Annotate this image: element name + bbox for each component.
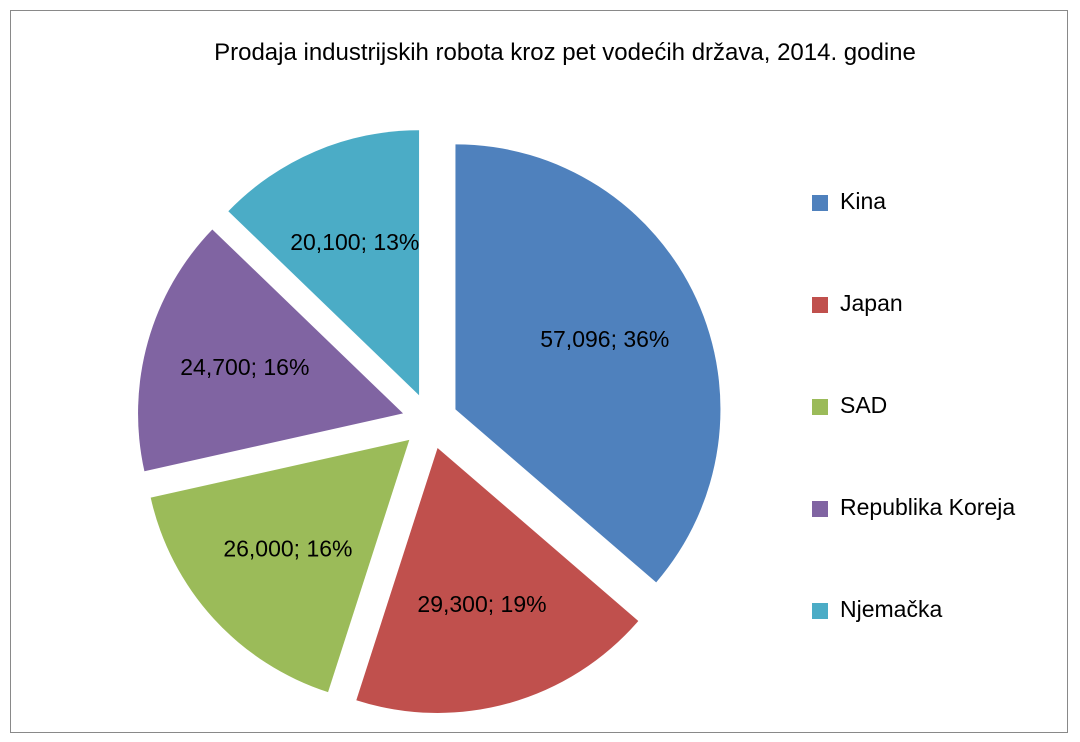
- legend-swatch: [812, 195, 828, 211]
- data-label: 24,700; 16%: [180, 354, 309, 380]
- legend-label: Republika Koreja: [840, 494, 1015, 520]
- data-label: 20,100; 13%: [290, 229, 419, 255]
- pie-slice: [138, 229, 404, 472]
- legend-swatch: [812, 399, 828, 415]
- data-label: 57,096; 36%: [540, 326, 669, 352]
- chart-frame: [10, 10, 1068, 733]
- pie-slice: [150, 439, 410, 693]
- data-label: 29,300; 19%: [417, 591, 546, 617]
- legend-swatch: [812, 603, 828, 619]
- pie-slice: [228, 130, 420, 396]
- legend-label: Kina: [840, 188, 886, 214]
- legend-label: SAD: [840, 392, 887, 418]
- legend-swatch: [812, 297, 828, 313]
- pie-slice: [455, 144, 721, 583]
- data-label: 26,000; 16%: [223, 536, 352, 562]
- legend-label: Njemačka: [840, 596, 942, 622]
- legend-swatch: [812, 501, 828, 517]
- pie-slice: [356, 447, 639, 713]
- chart-title: Prodaja industrijskih robota kroz pet vo…: [214, 39, 916, 66]
- legend-label: Japan: [840, 290, 903, 316]
